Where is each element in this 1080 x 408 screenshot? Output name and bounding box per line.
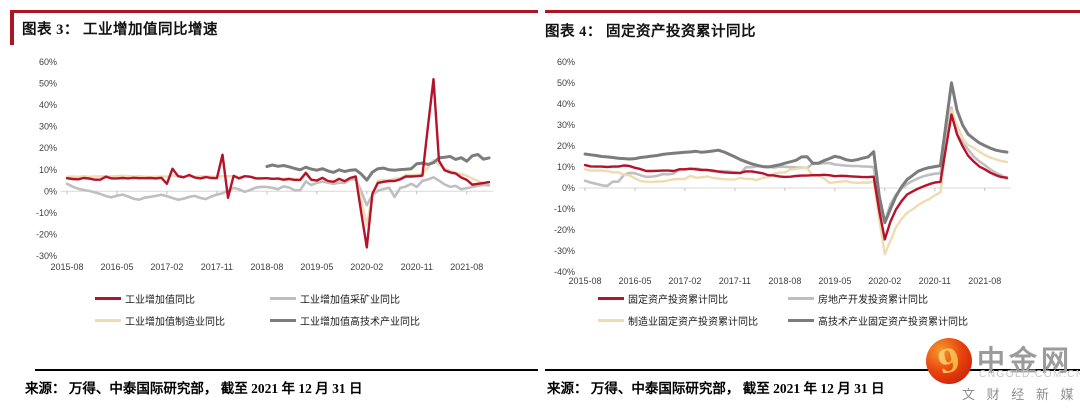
- legend-line-swatch: [788, 297, 814, 300]
- left-title-accent-bar: [10, 10, 14, 45]
- legend-item: 制造业固定资产投资累计同比: [598, 313, 788, 328]
- left-source-rule: [35, 369, 538, 371]
- svg-text:30%: 30%: [39, 122, 57, 132]
- svg-text:-20%: -20%: [554, 225, 575, 235]
- legend-item: 房地产开发投资累计同比: [788, 291, 968, 306]
- svg-text:2021-08: 2021-08: [968, 276, 1001, 286]
- legend-label: 工业增加值同比: [125, 295, 195, 306]
- legend-item: 工业增加值同比: [95, 291, 270, 306]
- legend-line-swatch: [95, 297, 121, 300]
- svg-text:0%: 0%: [562, 183, 575, 193]
- legend-line-swatch: [95, 319, 121, 322]
- legend-line-swatch: [788, 319, 814, 322]
- svg-text:-10%: -10%: [554, 204, 575, 214]
- brand-name: 中金网: [977, 345, 1074, 376]
- legend-item: 工业增加值采矿业同比: [270, 291, 420, 306]
- legend-item: 高技术产业固定资产投资累计同比: [788, 313, 968, 328]
- svg-text:-20%: -20%: [36, 229, 57, 239]
- right-source-note: 来源： 万得、中泰国际研究部， 截至 2021 年 12 月 31 日: [547, 381, 885, 396]
- legend-label: 高技术产业固定资产投资累计同比: [818, 317, 968, 328]
- svg-text:40%: 40%: [557, 99, 575, 109]
- svg-text:40%: 40%: [39, 100, 57, 110]
- legend-line-swatch: [270, 297, 296, 300]
- right-panel-top-rule: [545, 10, 1080, 13]
- gold-swirl-logo-icon: 9: [925, 337, 973, 385]
- svg-text:2018-08: 2018-08: [768, 276, 801, 286]
- svg-text:2015-08: 2015-08: [568, 276, 601, 286]
- svg-text:20%: 20%: [39, 143, 57, 153]
- svg-text:2017-02: 2017-02: [150, 262, 183, 272]
- svg-text:2019-05: 2019-05: [300, 262, 333, 272]
- left-chart-legend: 工业增加值同比 工业增加值采矿业同比工业增加值制造业同比 工业增加值高技术产业同比: [95, 291, 420, 328]
- legend-item: 工业增加值制造业同比: [95, 313, 270, 328]
- svg-text:-30%: -30%: [554, 246, 575, 256]
- svg-text:2021-08: 2021-08: [450, 262, 483, 272]
- left-chart-title: 图表 3： 工业增加值同比增速: [22, 22, 218, 38]
- svg-text:2015-08: 2015-08: [50, 262, 83, 272]
- legend-line-swatch: [598, 297, 624, 300]
- brand-tagline: 文 财 经 新 媒 体: [962, 387, 1080, 402]
- legend-item: 工业增加值高技术产业同比: [270, 313, 420, 328]
- legend-item: 固定资产投资累计同比: [598, 291, 788, 306]
- right-source-rule: [545, 369, 1080, 371]
- right-chart-title: 图表 4： 固定资产投资累计同比: [545, 24, 756, 40]
- legend-label: 工业增加值采矿业同比: [300, 295, 400, 306]
- svg-text:0%: 0%: [44, 186, 57, 196]
- svg-text:2016-05: 2016-05: [618, 276, 651, 286]
- legend-label: 工业增加值制造业同比: [125, 317, 225, 328]
- svg-text:60%: 60%: [557, 57, 575, 67]
- svg-text:-40%: -40%: [554, 267, 575, 277]
- svg-text:2018-08: 2018-08: [250, 262, 283, 272]
- legend-line-swatch: [598, 319, 624, 322]
- svg-text:20%: 20%: [557, 141, 575, 151]
- svg-text:-10%: -10%: [36, 208, 57, 218]
- svg-text:2017-11: 2017-11: [201, 262, 233, 272]
- svg-text:2020-11: 2020-11: [919, 276, 951, 286]
- industrial-output-yoy-chart: 60% 50% 40% 30% 20% 10% 0% -10% -20% -30%2015-08 2…: [36, 57, 493, 272]
- svg-text:50%: 50%: [557, 78, 575, 88]
- svg-text:2017-02: 2017-02: [668, 276, 701, 286]
- legend-line-swatch: [270, 319, 296, 322]
- svg-text:2019-05: 2019-05: [818, 276, 851, 286]
- svg-text:2020-11: 2020-11: [401, 262, 433, 272]
- svg-text:2017-11: 2017-11: [719, 276, 751, 286]
- left-panel-top-rule: [10, 10, 538, 13]
- svg-text:10%: 10%: [39, 165, 57, 175]
- legend-label: 工业增加值高技术产业同比: [300, 317, 420, 328]
- legend-label: 房地产开发投资累计同比: [818, 295, 928, 306]
- svg-text:2020-02: 2020-02: [868, 276, 901, 286]
- legend-label: 制造业固定资产投资累计同比: [628, 317, 758, 328]
- legend-label: 固定资产投资累计同比: [628, 295, 728, 306]
- svg-text:2020-02: 2020-02: [350, 262, 383, 272]
- svg-text:10%: 10%: [557, 162, 575, 172]
- svg-text:50%: 50%: [39, 79, 57, 89]
- fixed-asset-investment-yoy-chart: 60% 50% 40% 30% 20% 10% 0% -10% -20% -30% -40%2015…: [554, 57, 1011, 286]
- svg-text:60%: 60%: [39, 57, 57, 67]
- left-source-note: 来源： 万得、中泰国际研究部， 截至 2021 年 12 月 31 日: [25, 381, 363, 396]
- svg-text:-30%: -30%: [36, 251, 57, 261]
- right-chart-legend: 固定资产投资累计同比 房地产开发投资累计同比制造业固定资产投资累计同比 高技术产业固…: [598, 291, 968, 328]
- svg-text:30%: 30%: [557, 120, 575, 130]
- brand-domain: CNGOLD.COM.CN: [979, 369, 1080, 380]
- svg-text:2016-05: 2016-05: [100, 262, 133, 272]
